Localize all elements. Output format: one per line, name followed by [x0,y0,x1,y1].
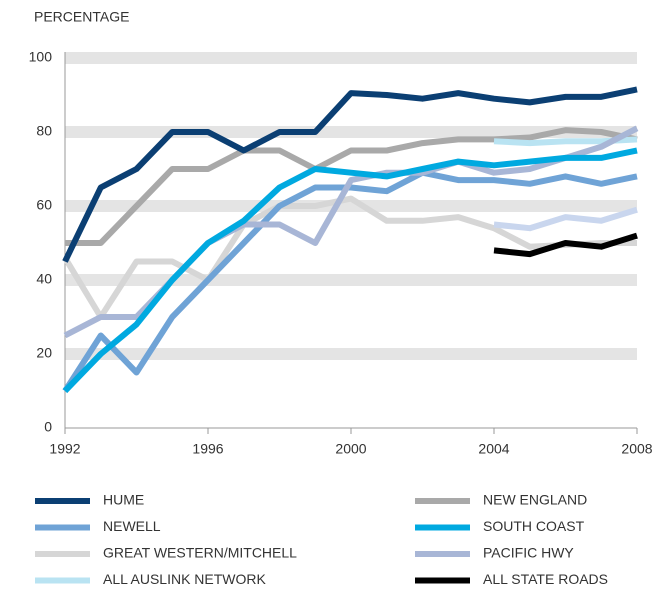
legend-label: NEW ENGLAND [483,492,587,508]
legend-label: ALL STATE ROADS [483,571,608,587]
x-tick-label: 2008 [621,441,652,457]
series-line [493,206,638,232]
y-tick-label: 0 [44,419,52,435]
legend-label: PACIFIC HWY [483,545,574,561]
y-tick-label: 40 [36,271,52,287]
y-tick-label: 80 [36,123,52,139]
series-line [62,86,638,263]
y-tick-label: 100 [29,49,53,65]
x-tick-label: 2000 [335,441,366,457]
series-line [62,169,638,393]
series-line [62,195,637,320]
series-line [493,232,638,258]
legend-label: GREAT WESTERN/MITCHELL [103,545,297,561]
legend-label: NEWELL [103,518,161,534]
x-tick-label: 2004 [478,441,509,457]
y-axis-title: PERCENTAGE [34,9,129,25]
legend-label: SOUTH COAST [483,518,585,534]
x-tick-label: 1996 [192,441,223,457]
x-tick-label: 1992 [49,441,80,457]
series-line [62,147,638,394]
legend-label: ALL AUSLINK NETWORK [103,571,267,587]
legend-label: HUME [103,492,144,508]
y-tick-label: 20 [36,345,52,361]
series-line [65,127,638,246]
y-tick-label: 60 [36,197,52,213]
